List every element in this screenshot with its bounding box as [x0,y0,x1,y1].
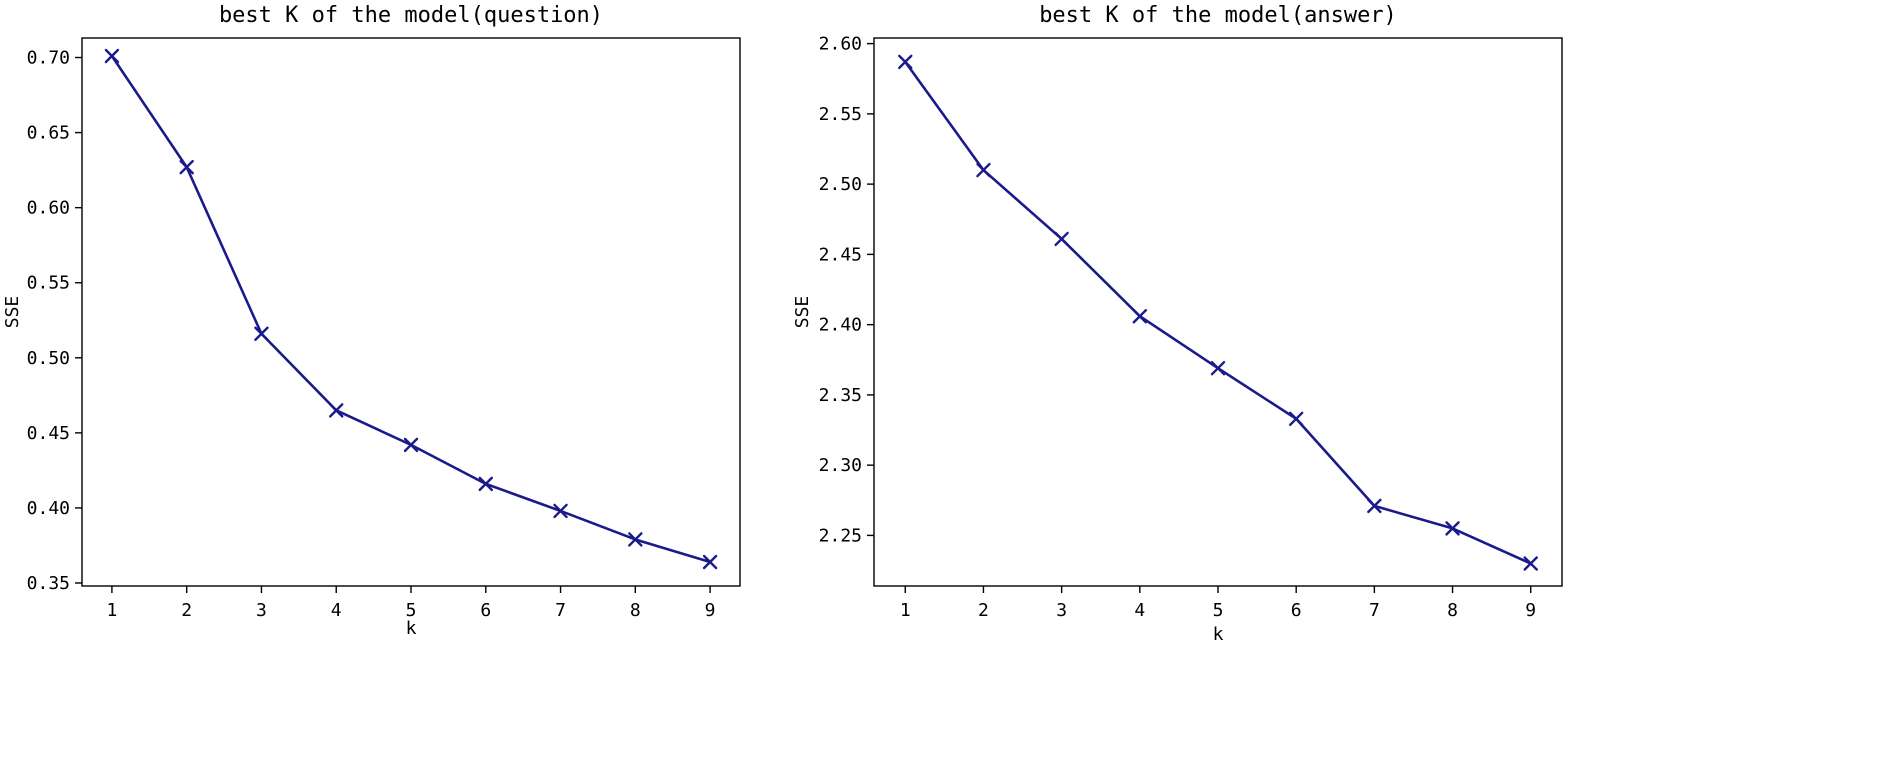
data-point-marker [104,48,120,64]
data-point-marker [179,159,194,175]
data-point-marker [403,437,419,453]
x-tick-label: 3 [256,600,267,621]
y-tick-label: 0.70 [27,48,70,69]
x-tick-label: 5 [1213,600,1224,621]
y-tick-label: 2.55 [819,104,862,125]
marker-stroke [553,503,568,519]
y-tick-label: 0.50 [27,348,70,369]
x-tick-label: 6 [1291,600,1302,621]
x-tick-label: 7 [555,600,566,621]
marker-stroke [179,159,194,175]
marker-stroke [478,476,493,492]
y-tick-label: 0.45 [27,423,70,444]
chart-title: best K of the model(question) [219,3,603,28]
data-point-marker [1210,361,1226,376]
x-tick-label: 7 [1369,600,1380,621]
y-tick-label: 2.45 [819,244,862,265]
y-tick-label: 2.60 [819,34,862,55]
x-tick-label: 2 [978,600,989,621]
data-point-marker [702,554,718,570]
y-axis-label: SSE [792,296,813,329]
marker-stroke [1288,411,1304,426]
y-axis-label: SSE [2,296,23,329]
x-tick-label: 5 [406,600,417,621]
data-point-marker [329,403,344,418]
y-tick-label: 0.65 [27,123,70,144]
x-tick-label: 4 [331,600,342,621]
data-point-marker [254,326,269,341]
marker-stroke [1367,498,1382,514]
marker-stroke [702,554,718,570]
marker-stroke [1132,309,1148,324]
marker-stroke [403,437,419,453]
y-tick-label: 2.35 [819,385,862,406]
data-point-marker [1523,556,1538,571]
plot-area [81,37,741,587]
data-point-marker [1132,309,1148,324]
y-tick-label: 2.50 [819,174,862,195]
x-tick-label: 9 [1525,600,1536,621]
x-tick-label: 6 [480,600,491,621]
y-tick-label: 0.40 [27,498,70,519]
marker-stroke [1523,556,1538,571]
data-point-marker [1288,411,1304,426]
marker-stroke [976,162,991,178]
marker-stroke [104,48,120,64]
data-point-marker [898,54,913,70]
data-point-marker [1054,231,1069,247]
x-axis-label: k [1213,624,1224,645]
y-tick-label: 2.30 [819,455,862,476]
x-tick-label: 8 [1447,600,1458,621]
series-line [110,55,711,564]
data-point-marker [976,162,991,178]
x-tick-label: 1 [106,600,117,621]
x-tick-label: 4 [1134,600,1145,621]
x-tick-label: 2 [181,600,192,621]
chart-answer: best K of the model(answer) k SSE 1 2 3 4 5 6… [792,3,1563,645]
marker-stroke [1054,231,1069,247]
y-tick-label: 2.25 [819,525,862,546]
series-line [904,61,1532,565]
x-tick-label: 8 [630,600,641,621]
x-tick-label: 9 [705,600,716,621]
marker-stroke [254,326,269,341]
plot-area [873,37,1563,587]
marker-stroke [329,403,344,418]
data-point-marker [1445,521,1460,536]
data-point-marker [628,532,643,547]
marker-stroke [898,54,913,70]
y-tick-label: 0.55 [27,273,70,294]
data-point-marker [1367,498,1382,514]
data-point-marker [478,476,493,492]
y-tick-label: 2.40 [819,315,862,336]
x-tick-label: 3 [1056,600,1067,621]
marker-stroke [1210,361,1226,376]
x-axis-label: k [406,618,417,639]
chart-question: best K of the model(question) k SSE 1 2 3 4… [2,3,741,639]
chart-title: best K of the model(answer) [1039,3,1397,28]
data-point-marker [553,503,568,519]
marker-stroke [628,532,643,547]
marker-stroke [1445,521,1460,536]
x-tick-label: 1 [900,600,911,621]
y-tick-label: 0.60 [27,198,70,219]
y-tick-label: 0.35 [27,573,70,594]
